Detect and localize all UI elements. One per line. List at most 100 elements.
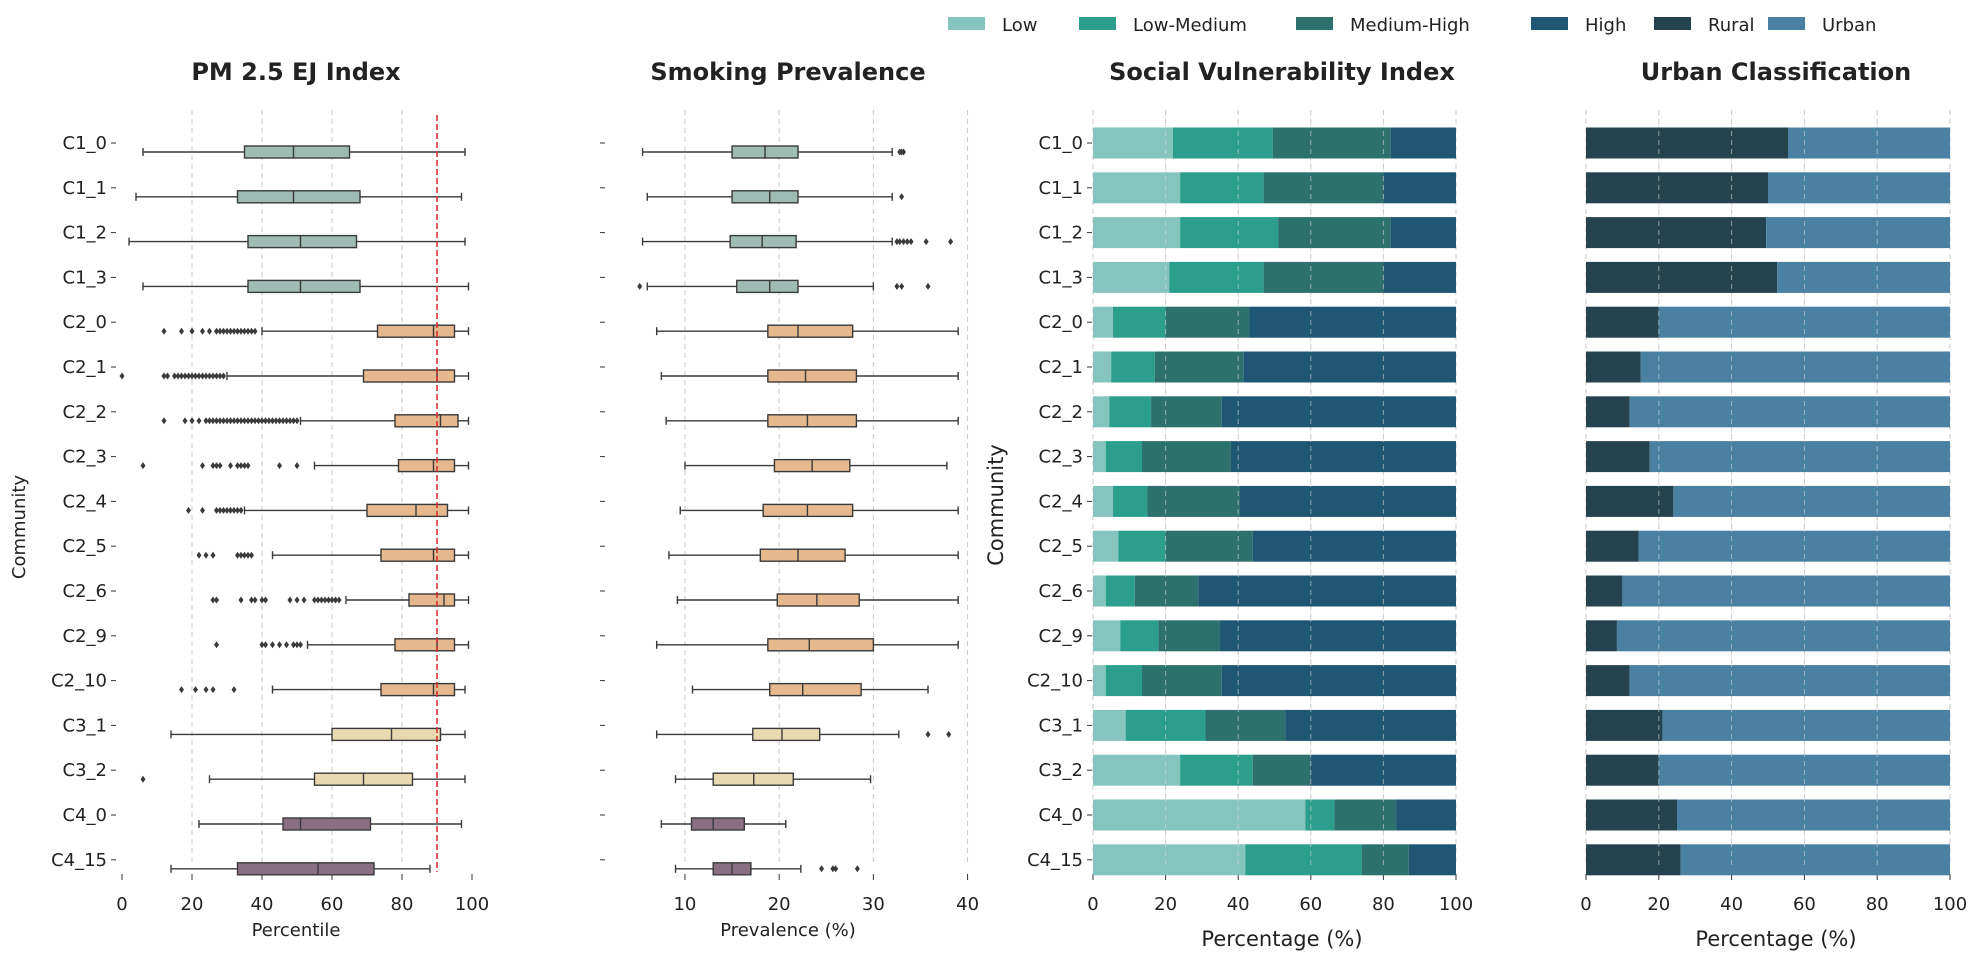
bar-segment [1142, 665, 1222, 697]
bar-segment [1165, 530, 1253, 562]
x-tick-label: 100 [1439, 894, 1473, 915]
y-tick-label: C4_0 [63, 805, 107, 826]
bar-segment [1172, 127, 1273, 159]
outlier-point [242, 551, 247, 559]
outlier-point [179, 686, 184, 694]
outlier-point [207, 327, 212, 335]
outlier-point [925, 730, 931, 738]
x-tick-label: 60 [321, 894, 344, 915]
box [331, 727, 442, 742]
x-tick-label: 0 [1087, 894, 1098, 915]
x-tick-label: 40 [251, 894, 274, 915]
outlier-point [263, 641, 268, 649]
bar-segment [1112, 485, 1148, 517]
box [236, 190, 361, 204]
outlier-point [221, 506, 226, 514]
bar-segment [1105, 665, 1143, 697]
legend-label: Medium-High [1350, 15, 1470, 36]
y-tick-label: C2_0 [1039, 312, 1083, 333]
outlier-point [294, 596, 300, 604]
box [736, 279, 799, 294]
bar-segment [1649, 441, 1950, 473]
y-tick-label: C1_0 [1039, 133, 1083, 154]
box [236, 862, 375, 876]
outlier-point [238, 596, 244, 604]
box [394, 638, 456, 652]
outlier-point [249, 551, 254, 559]
outlier-point [252, 327, 258, 335]
box [767, 638, 875, 652]
outlier-point [819, 865, 825, 873]
outlier-point [193, 372, 198, 380]
outlier-point [238, 506, 244, 514]
outlier-point [228, 506, 233, 514]
x-tick-label: 10 [673, 894, 696, 915]
legend-swatch [1079, 17, 1116, 30]
outlier-point [203, 551, 209, 559]
box [769, 682, 862, 697]
bar-segment [1093, 306, 1113, 338]
outlier-point [231, 686, 237, 694]
bar-segment [1680, 844, 1950, 876]
bar-segment [1586, 799, 1677, 831]
outlier-point [200, 506, 205, 514]
bar-segment [1169, 261, 1264, 293]
outlier-point [245, 417, 251, 425]
pm25-y-axis-label: Community [9, 475, 30, 580]
urban-title: Urban Classification [1641, 58, 1911, 86]
bar-segment [1147, 485, 1241, 517]
outlier-point [287, 596, 293, 604]
outlier-point [224, 417, 230, 425]
outlier-point [897, 238, 903, 246]
outlier-point [228, 327, 233, 335]
bar-segment [1093, 261, 1170, 293]
box [767, 369, 858, 383]
outlier-point [238, 417, 244, 425]
bar-segment [1586, 127, 1789, 159]
bar-segment [1305, 799, 1335, 831]
pm25-x-axis-label: Percentile [252, 920, 341, 941]
bar-segment [1158, 620, 1221, 652]
outlier-point [946, 730, 952, 738]
outlier-point [217, 462, 223, 470]
outlier-point [217, 327, 223, 335]
outlier-point [925, 282, 931, 290]
bar-segment [1586, 172, 1768, 204]
outlier-point [214, 372, 219, 380]
bar-segment [1629, 665, 1950, 697]
y-tick-label: C2_9 [1039, 626, 1083, 647]
bar-segment [1361, 844, 1409, 876]
y-tick-label: C2_2 [63, 402, 107, 423]
bar-segment [1093, 485, 1113, 517]
box [397, 458, 456, 473]
bar-segment [1221, 396, 1456, 428]
outlier-point [231, 327, 237, 335]
outlier-point [899, 193, 905, 201]
outlier-point [161, 327, 167, 335]
bar-segment [1629, 396, 1950, 428]
bar-segment [1285, 709, 1456, 741]
x-tick-label: 30 [862, 894, 885, 915]
outlier-point [238, 551, 244, 559]
svi-plot-area: 0 20 40 60 80 100 C1_0 C1_1 C1_2 C1_3 C2_0 C2_1 C2_2… [1027, 110, 1473, 915]
bar-segment [1586, 709, 1663, 741]
outlier-point [294, 462, 300, 470]
bar-segment [1205, 709, 1286, 741]
bar-segment [1252, 530, 1456, 562]
pm25-ej-index-panel: PM 2.5 EJ Index Percentile Community 0 20… [9, 58, 489, 941]
outlier-point [214, 596, 219, 604]
outlier-point [196, 417, 202, 425]
bar-segment [1093, 441, 1106, 473]
outlier-point [894, 238, 900, 246]
legend-swatch [1296, 17, 1333, 30]
box [776, 593, 860, 607]
bar-segment [1408, 844, 1456, 876]
outlier-point [217, 417, 223, 425]
outlier-point [894, 282, 900, 290]
outlier-point [207, 372, 212, 380]
outlier-point [904, 238, 910, 246]
bar-segment [1272, 127, 1391, 159]
bar-segment [1586, 306, 1659, 338]
bar-segment [1165, 306, 1250, 338]
outlier-point [908, 238, 914, 246]
